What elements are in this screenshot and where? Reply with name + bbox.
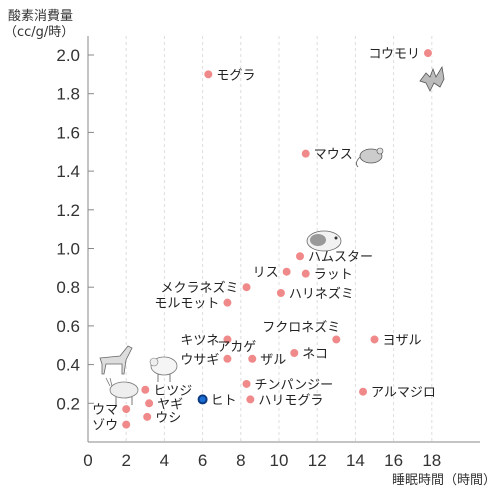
x-tick-label: 4	[160, 451, 169, 470]
point-label: モルモット	[154, 297, 219, 312]
horse-illustration	[99, 345, 133, 375]
point-label: アカゲ	[217, 340, 256, 355]
point-label: ネコ	[302, 347, 328, 362]
y-tick-label: 0.8	[56, 278, 80, 297]
point-label: チンパンジー	[255, 378, 334, 393]
x-tick-label: 12	[308, 451, 327, 470]
y-tick-label: 0.6	[56, 317, 80, 336]
point-label: ザル	[260, 353, 286, 368]
data-point	[289, 347, 300, 358]
data-point	[121, 404, 132, 415]
y-axis-title-line2: （cc/g/時）	[4, 25, 74, 40]
x-tick-label: 2	[121, 451, 130, 470]
data-point	[144, 398, 155, 409]
y-tick-label: 0.4	[56, 356, 80, 375]
point-label: ゾウ	[92, 419, 118, 434]
y-tick-label: 1.4	[56, 162, 80, 181]
tick-labels: 0 2 4 6 8 10 12 14 16 18 0.2 0.4 0.6 0.8 1.0 1.2 1.4 1.6 1…	[56, 46, 441, 470]
point-label: リス	[253, 266, 279, 281]
data-point-highlight-core	[199, 396, 206, 403]
data-point	[247, 353, 258, 364]
y-tick-label: 1.6	[56, 123, 80, 142]
data-point	[358, 386, 369, 397]
data-point	[300, 268, 311, 279]
y-axis-title-line1: 酸素消費量	[8, 9, 73, 24]
x-tick-label: 14	[346, 451, 365, 470]
point-label: ウシ	[155, 411, 181, 426]
point-label: メクラネズミ	[161, 280, 239, 296]
point-label: ラット	[314, 268, 353, 283]
point-label: ヒト	[211, 393, 237, 408]
bat-illustration	[419, 65, 445, 92]
point-label: ハムスター	[308, 250, 373, 265]
mouse-illustration	[356, 147, 384, 168]
data-points	[121, 48, 433, 430]
point-label: ウサギ	[180, 353, 219, 368]
data-point	[369, 334, 380, 345]
data-point	[222, 297, 233, 308]
x-tick-label: 16	[384, 451, 403, 470]
x-tick-label: 10	[270, 451, 289, 470]
y-tick-label: 2.0	[56, 46, 80, 65]
data-point	[241, 282, 252, 293]
point-label: フクロネズミ	[262, 319, 340, 335]
y-tick-label: 0.2	[56, 394, 80, 413]
data-point	[295, 251, 306, 262]
data-point	[142, 411, 153, 422]
x-tick-label: 6	[198, 451, 207, 470]
point-label: コウモリ	[368, 47, 419, 62]
y-tick-label: 1.2	[56, 201, 80, 220]
data-point	[331, 334, 342, 345]
data-point	[275, 288, 286, 299]
point-label: モグラ	[216, 68, 255, 83]
point-label: ウマ	[92, 403, 118, 418]
data-point	[422, 48, 433, 59]
data-point	[245, 394, 256, 405]
hamster-illustration	[306, 230, 342, 252]
point-label: ヤギ	[157, 397, 183, 412]
point-label: アルマジロ	[371, 386, 436, 401]
point-label: ヨザル	[383, 333, 422, 348]
data-point	[222, 353, 233, 364]
x-tick-label: 0	[83, 451, 92, 470]
sheep-illustration	[149, 356, 178, 382]
animal-illustrations	[99, 65, 445, 405]
x-axis-title: 睡眠時間（時間）	[392, 473, 496, 488]
data-point	[222, 334, 233, 345]
x-tick-label: 8	[236, 451, 245, 470]
point-label: ハリモグラ	[258, 393, 323, 408]
x-tick-label: 18	[422, 451, 441, 470]
goat-illustration	[105, 377, 139, 405]
y-tick-label: 1.0	[56, 240, 80, 259]
data-point	[140, 384, 151, 395]
point-label: ヒツジ	[153, 384, 192, 399]
data-point	[121, 419, 132, 430]
point-label: マウス	[314, 148, 353, 163]
axes	[87, 36, 480, 443]
data-point	[241, 378, 252, 389]
y-tick-label: 1.8	[56, 85, 80, 104]
data-point	[300, 148, 311, 159]
data-point	[281, 266, 292, 277]
point-label: キツネ	[180, 333, 219, 348]
data-point	[203, 69, 214, 80]
point-label: ハリネズミ	[289, 286, 354, 302]
